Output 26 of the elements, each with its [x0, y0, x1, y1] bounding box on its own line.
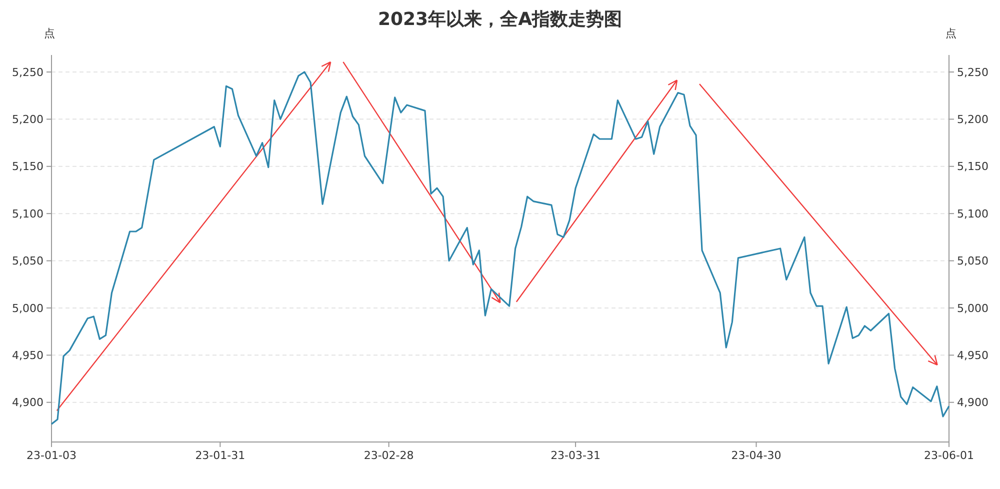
line-series	[50, 71, 950, 425]
chart-title: 2023年以来，全A指数走势图	[378, 9, 622, 30]
y-axis-title: 点	[44, 27, 55, 40]
y2-tick-label: 5,050	[957, 254, 988, 268]
y2-tick-label: 5,200	[957, 113, 988, 126]
x-tick-label: 23-06-01	[924, 449, 974, 462]
x-tick-label: 23-04-30	[731, 449, 782, 462]
x-tick-label: 23-01-03	[26, 449, 76, 462]
y2-tick-label: 5,000	[957, 302, 988, 315]
y2-tick-label: 5,100	[957, 207, 988, 220]
y2-tick-label: 5,250	[957, 66, 988, 79]
y-tick-label: 5,050	[12, 254, 44, 268]
y-tick-label: 5,150	[12, 160, 44, 174]
y-tick-label: 5,250	[12, 66, 44, 79]
y-tick-label: 5,200	[12, 113, 44, 126]
y2-tick-label: 4,950	[957, 349, 988, 362]
y2-tick-label: 4,900	[957, 396, 988, 410]
x-tick-label: 23-03-31	[550, 449, 601, 462]
y-tick-label: 5,000	[12, 302, 44, 315]
y-tick-label: 4,900	[12, 396, 44, 410]
y2-tick-label: 5,150	[957, 160, 988, 174]
y-tick-label: 5,100	[12, 207, 44, 220]
y2-axis-title: 点	[946, 27, 956, 40]
x-tick-label: 23-02-28	[364, 449, 414, 462]
y-tick-label: 4,950	[12, 349, 44, 362]
x-tick-label: 23-01-31	[195, 449, 246, 462]
